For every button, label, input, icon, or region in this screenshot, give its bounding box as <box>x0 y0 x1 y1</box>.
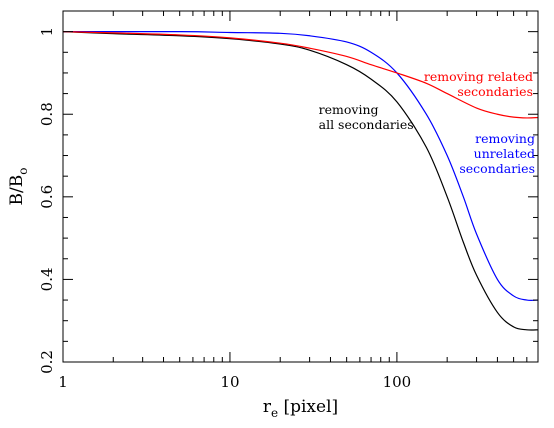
series-line-removing-all-secondaries <box>62 31 539 331</box>
annotation-line: removing <box>319 102 379 117</box>
x-axis-title: re [pixel] <box>263 397 338 420</box>
x-axis-title-main: r <box>263 397 272 417</box>
x-axis-title-sub: e <box>271 406 278 420</box>
annotation-line: all secondaries <box>319 117 414 132</box>
y-tick-label: 0.2 <box>38 350 56 374</box>
series-layer <box>62 30 539 331</box>
y-tick-label: 0.6 <box>38 185 56 209</box>
y-axis-title-sub: o <box>16 168 30 175</box>
y-tick-label: 0.8 <box>38 102 56 126</box>
y-axis-title-main: B/B <box>7 175 27 206</box>
ticks-layer <box>62 10 539 363</box>
annotation-line: secondaries <box>457 84 533 99</box>
x-tick-label: 10 <box>220 373 239 391</box>
annotation-line: removing <box>475 131 535 146</box>
x-axis-title-rest: [pixel] <box>278 397 338 417</box>
y-tick-label: 1 <box>38 27 56 37</box>
x-tick-label: 100 <box>383 373 412 391</box>
series-line-removing-related-secondaries <box>62 31 539 119</box>
annotation-line: removing related <box>424 69 533 84</box>
y-axis-title: B/Bo <box>7 168 30 206</box>
series-line-removing-unrelated-secondaries <box>62 30 539 301</box>
annotation-line: secondaries <box>459 161 535 176</box>
labels-layer: 1 10 100 0.2 0.4 0.6 0.8 1 <box>38 27 411 391</box>
plot-frame <box>62 10 539 363</box>
y-tick-label: 0.4 <box>38 267 56 291</box>
annotation-line: unrelated <box>474 146 535 161</box>
x-tick-label: 1 <box>58 373 68 391</box>
